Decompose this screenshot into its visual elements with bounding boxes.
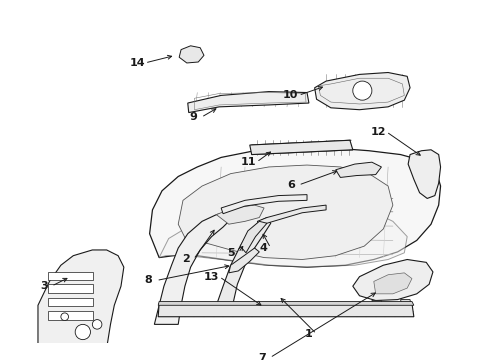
Polygon shape (149, 148, 441, 267)
Polygon shape (221, 195, 307, 214)
Polygon shape (408, 150, 441, 198)
Text: 8: 8 (145, 275, 152, 285)
FancyBboxPatch shape (48, 284, 93, 293)
Polygon shape (159, 204, 407, 267)
Text: 2: 2 (182, 255, 190, 265)
Text: 6: 6 (287, 180, 294, 190)
Text: 9: 9 (190, 112, 197, 122)
Circle shape (61, 313, 69, 320)
Polygon shape (240, 221, 267, 253)
Text: 7: 7 (258, 353, 266, 360)
Polygon shape (188, 91, 309, 113)
Polygon shape (250, 140, 353, 154)
Polygon shape (257, 205, 326, 227)
FancyBboxPatch shape (48, 311, 93, 320)
Polygon shape (353, 260, 433, 301)
Polygon shape (315, 72, 410, 110)
Text: 3: 3 (40, 281, 48, 291)
Circle shape (75, 324, 91, 339)
Polygon shape (372, 301, 383, 315)
Circle shape (92, 320, 102, 329)
Polygon shape (400, 300, 412, 313)
Text: 10: 10 (283, 90, 298, 100)
Text: 12: 12 (371, 127, 386, 137)
Polygon shape (336, 162, 381, 177)
Text: 13: 13 (204, 272, 220, 282)
Polygon shape (38, 250, 124, 360)
Polygon shape (158, 301, 414, 305)
Circle shape (353, 81, 372, 100)
FancyBboxPatch shape (48, 272, 93, 280)
Polygon shape (217, 205, 264, 224)
FancyBboxPatch shape (48, 298, 93, 306)
Text: 14: 14 (129, 58, 145, 68)
Circle shape (383, 276, 398, 291)
Polygon shape (217, 217, 271, 305)
Polygon shape (158, 303, 414, 317)
Text: 11: 11 (241, 157, 257, 167)
Polygon shape (179, 46, 204, 63)
Polygon shape (374, 273, 412, 294)
Polygon shape (178, 165, 393, 260)
Polygon shape (229, 248, 259, 273)
Text: 1: 1 (305, 329, 313, 339)
Text: 4: 4 (259, 243, 267, 253)
Polygon shape (154, 212, 233, 324)
Text: 5: 5 (227, 248, 235, 258)
